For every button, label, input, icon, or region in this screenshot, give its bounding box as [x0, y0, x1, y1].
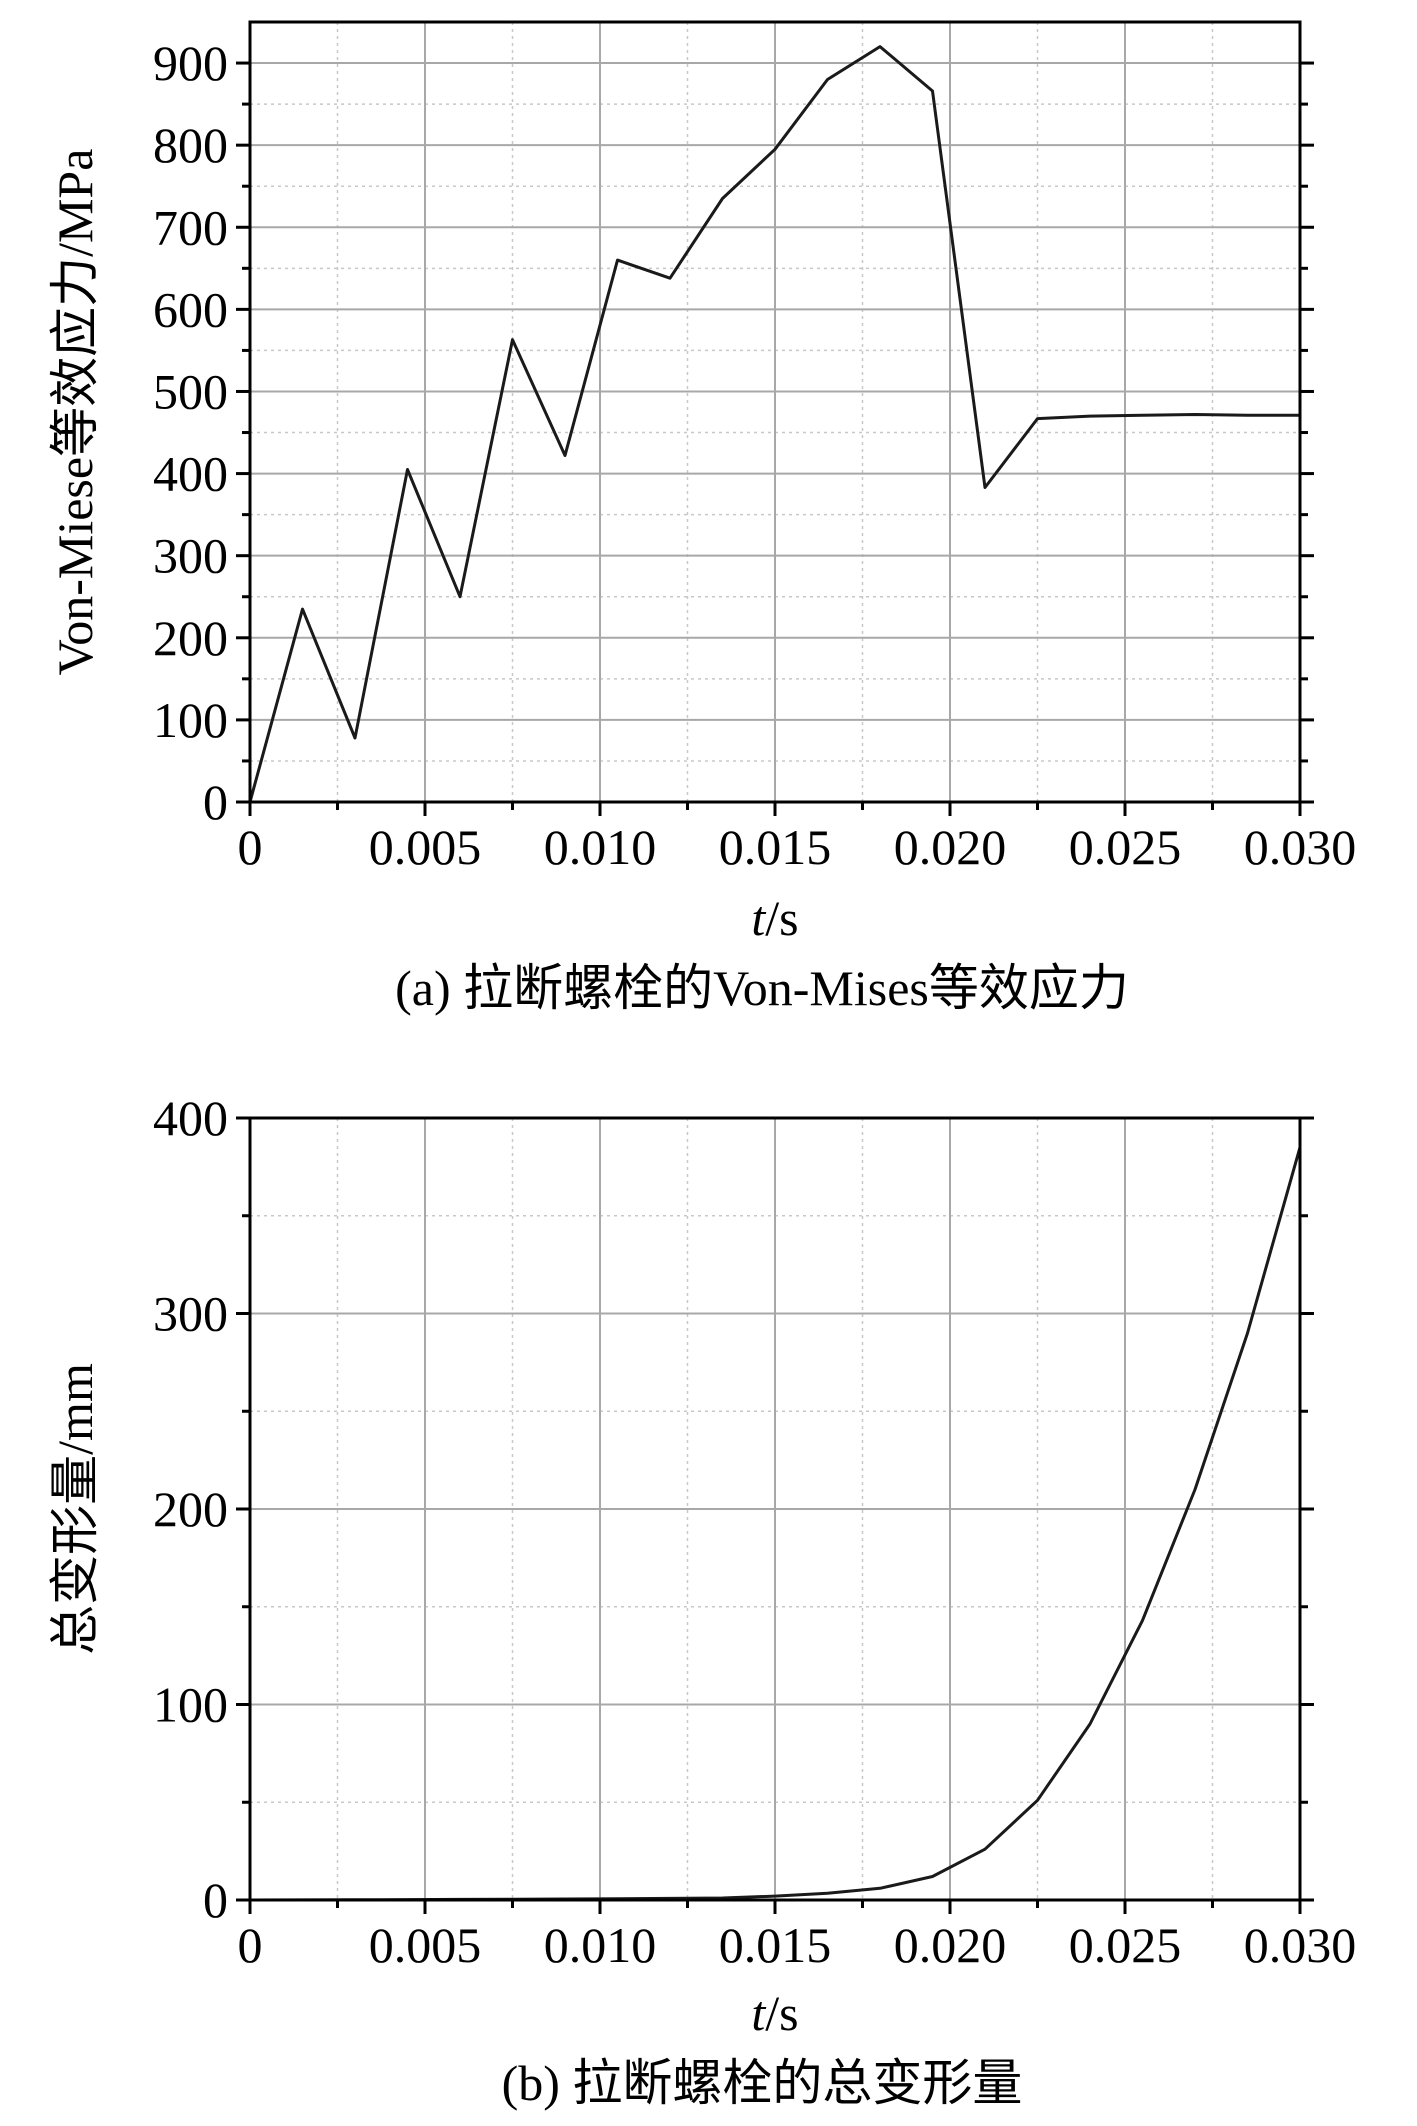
- y-tick-label: 0: [203, 774, 228, 830]
- ticks-b: [236, 1116, 1314, 1914]
- caption-a: (a) 拉断螺栓的Von-Mises等效应力: [395, 960, 1129, 1016]
- series-line: [248, 45, 1300, 803]
- ticks-a: [236, 61, 1314, 816]
- x-tick-label: 0.025: [1069, 1917, 1182, 1973]
- y-tick-label: 200: [153, 610, 228, 666]
- x-tick-label: 0.005: [369, 819, 482, 875]
- y-tick-label: 400: [153, 1090, 228, 1146]
- x-tick-label: 0.030: [1244, 1917, 1357, 1973]
- grid-a: [249, 22, 1301, 803]
- x-axis-title-a: t/s: [751, 890, 798, 946]
- chart-panel-a: 0 0.005 0.010 0.015 0.020 0.025 0.030 0 100 200 30…: [47, 20, 1356, 1016]
- x-tick-label: 0.030: [1244, 819, 1357, 875]
- x-tick-label: 0.005: [369, 1917, 482, 1973]
- y-tick-label: 500: [153, 363, 228, 419]
- tick-labels-b: 0 0.005 0.010 0.015 0.020 0.025 0.030 0 100 200 30…: [153, 1090, 1356, 1973]
- x-tick-label: 0.015: [719, 1917, 832, 1973]
- y-axis-title-a: Von-Miese等效应力/MPa: [47, 149, 103, 676]
- x-tick-label: 0: [238, 819, 263, 875]
- x-tick-label: 0.010: [544, 819, 657, 875]
- y-tick-label: 400: [153, 446, 228, 502]
- x-tick-label: 0: [238, 1917, 263, 1973]
- y-tick-label: 800: [153, 117, 228, 173]
- y-tick-label: 300: [153, 528, 228, 584]
- x-tick-label: 0.020: [894, 1917, 1007, 1973]
- y-tick-label: 200: [153, 1481, 228, 1537]
- y-tick-label: 300: [153, 1286, 228, 1342]
- y-tick-label: 0: [203, 1872, 228, 1928]
- x-tick-label: 0.020: [894, 819, 1007, 875]
- x-tick-label: 0.010: [544, 1917, 657, 1973]
- y-tick-label: 900: [153, 35, 228, 91]
- y-tick-label: 100: [153, 692, 228, 748]
- y-tick-label: 700: [153, 199, 228, 255]
- chart-panel-b: 0 0.005 0.010 0.015 0.020 0.025 0.030 0 100 200 30…: [47, 1090, 1356, 2111]
- tick-labels-a: 0 0.005 0.010 0.015 0.020 0.025 0.030 0 100 200 30…: [153, 35, 1356, 875]
- x-tick-label: 0.015: [719, 819, 832, 875]
- caption-b: (b) 拉断螺栓的总变形量: [502, 2055, 1023, 2111]
- x-axis-title-b: t/s: [751, 1985, 798, 2041]
- x-tick-label: 0.025: [1069, 819, 1182, 875]
- line-series-a: [248, 45, 1300, 803]
- y-tick-label: 600: [153, 281, 228, 337]
- y-tick-label: 100: [153, 1677, 228, 1733]
- grid-b: [249, 1117, 1301, 1901]
- y-axis-title-b: 总变形量/mm: [47, 1363, 103, 1655]
